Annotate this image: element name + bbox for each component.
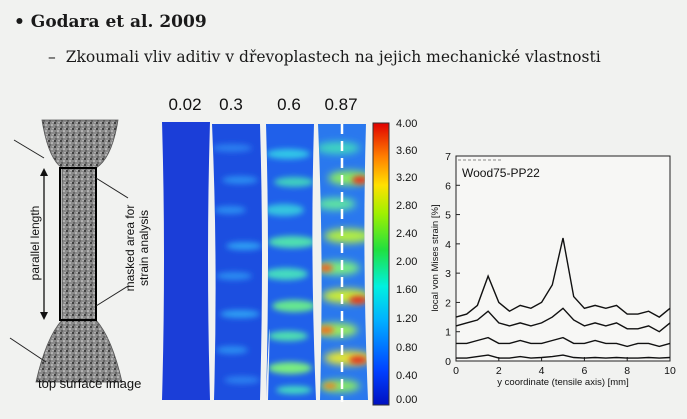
strain-map-2: [212, 124, 262, 400]
x-tick-label: 2: [496, 365, 502, 377]
colorbar-ticks: 4.00 3.60 3.20 2.80 2.40 2.00 1.60 1.20 …: [396, 118, 436, 410]
legend-label: Wood75-PP22: [462, 166, 540, 180]
masked-area-label: masked area for strain analysis: [123, 204, 151, 292]
colorbar-tick: 0.80: [396, 342, 418, 354]
x-tick-labels: 0 2 4 6 8 10: [453, 357, 676, 377]
colorbar-tick: 0.00: [396, 394, 418, 406]
y-tick-labels: 0 1 2 3 4 5 6 7: [445, 151, 460, 368]
colorbar-tick: 4.00: [396, 118, 418, 130]
y-tick-label: 2: [445, 297, 451, 309]
y-tick-label: 5: [445, 210, 451, 222]
strain-map-3: [266, 124, 316, 400]
y-axis-label: local von Mises strain [%]: [430, 204, 441, 311]
specimen-body: [35, 119, 123, 383]
colorbar-tick: 2.00: [396, 256, 418, 268]
series-line-2: [455, 307, 671, 333]
y-tick-label: 7: [445, 151, 451, 163]
bullet-subtitle-text: Zkoumali vliv aditiv v dřevoplastech na …: [65, 48, 601, 66]
strain-level-label: 0.02: [168, 95, 202, 114]
colorbar-tick: 2.40: [396, 228, 418, 240]
bullet-subtitle: – Zkoumali vliv aditiv v dřevoplastech na…: [48, 48, 601, 66]
colorbar-tick: 1.20: [396, 313, 418, 325]
strain-maps: [162, 122, 368, 402]
x-tick-label: 8: [624, 365, 630, 377]
x-tick-label: 0: [453, 365, 459, 377]
colorbar-tick: 3.60: [396, 145, 418, 157]
x-tick-label: 10: [664, 365, 676, 377]
x-tick-label: 4: [539, 365, 545, 377]
colorbar-tick: 3.20: [396, 172, 418, 184]
masked-area-box: [59, 167, 97, 321]
bullet-title: • Godara et al. 2009: [14, 12, 207, 32]
parallel-length-label: parallel length: [28, 205, 42, 281]
series-line-3: [456, 336, 671, 348]
colorbar: [372, 122, 390, 406]
strain-map-1: [162, 122, 210, 400]
specimen-figure: [9, 119, 129, 383]
strain-level-label: 0.6: [277, 95, 301, 114]
series-line-4: [456, 354, 671, 359]
series-line-1: [455, 237, 671, 318]
specimen-caption: top surface image: [38, 376, 142, 391]
y-tick-label: 1: [445, 327, 451, 339]
x-axis-label: y coordinate (tensile axis) [mm]: [497, 377, 628, 388]
y-tick-label: 4: [445, 239, 451, 251]
strain-level-label: 0.3: [219, 95, 243, 114]
bullet-title-text: Godara et al. 2009: [30, 12, 207, 32]
plot-frame: [455, 155, 671, 362]
bullet-dot: •: [14, 12, 25, 32]
strain-map-4: [318, 124, 368, 400]
colorbar-tick: 1.60: [396, 284, 418, 296]
y-tick-label: 3: [445, 268, 451, 280]
strain-line-chart: 0 1 2 3 4 5 6 7 0 2 4 6 8 10 Wood75-PP22 y coordinat…: [430, 151, 676, 388]
y-tick-label: 0: [445, 356, 451, 368]
dash-icon: –: [48, 48, 56, 66]
x-tick-label: 6: [581, 365, 587, 377]
colorbar-tick: 2.80: [396, 200, 418, 212]
colorbar-tick: 0.40: [396, 370, 418, 382]
series-lines: [455, 237, 671, 359]
strain-level-label: 0.87: [324, 95, 358, 114]
y-tick-label: 6: [445, 180, 451, 192]
